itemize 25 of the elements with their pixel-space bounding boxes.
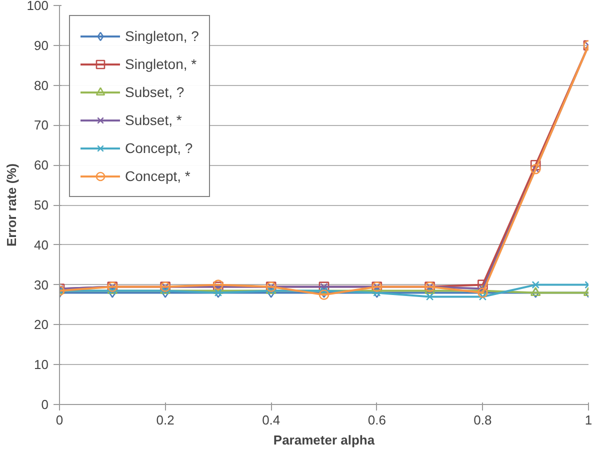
legend-label: Subset, * [125,112,182,128]
legend-label: Subset, ? [125,84,184,100]
y-tick-label: 50 [34,198,49,212]
legend-label: Concept, * [125,168,190,184]
x-axis-title: Parameter alpha [273,432,376,448]
y-tick-label: 100 [26,0,49,13]
x-tick-label: 1 [584,412,592,428]
y-tick-label: 60 [34,158,49,173]
x-tick-label: 0.6 [368,412,386,428]
y-tick-label: 80 [34,78,49,93]
y-axis-title: Error rate (%) [4,163,19,247]
legend-label: Concept, ? [125,140,193,156]
x-tick-label: 0.2 [156,412,174,428]
x-tick-label: 0.4 [262,412,280,428]
legend-label: Singleton, * [125,56,197,72]
y-tick-label: 10 [34,357,49,372]
y-tick-label: 40 [34,237,49,252]
y-tick-label: 20 [34,317,49,332]
y-tick-label: 0 [41,397,49,412]
y-tick-label: 30 [34,277,49,292]
x-tick-label: 0.8 [474,412,492,428]
y-tick-label: 70 [34,118,49,133]
x-tick-label: 0 [56,412,64,428]
y-tick-label: 90 [34,38,49,53]
legend-label: Singleton, ? [125,28,199,44]
